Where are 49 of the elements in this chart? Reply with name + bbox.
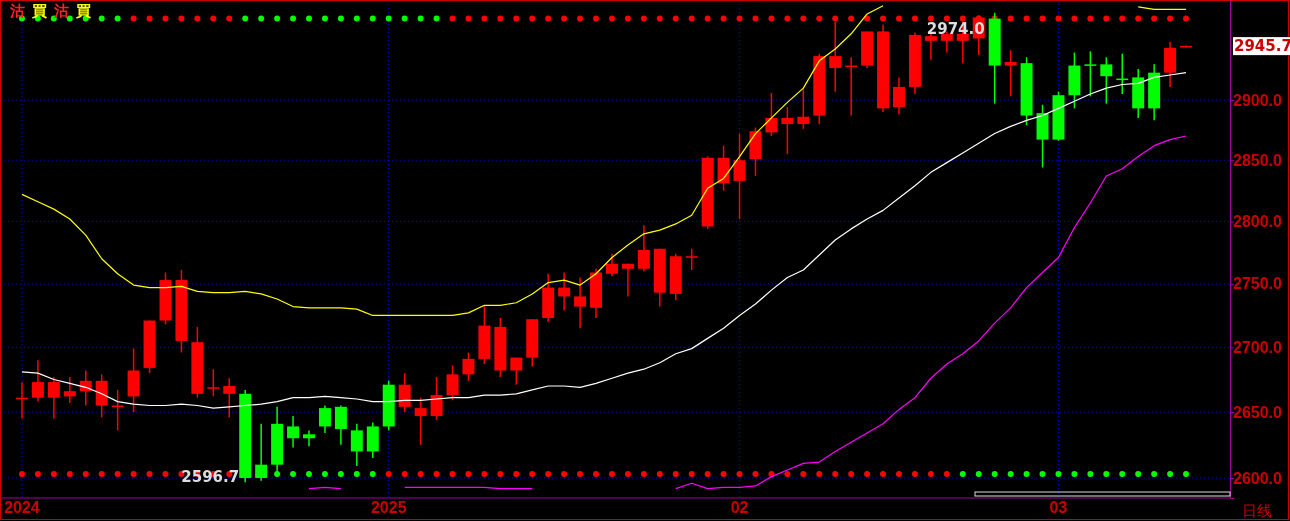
candlestick (685, 248, 698, 271)
candlestick (605, 253, 618, 278)
annotation: 買 (75, 2, 91, 20)
candlestick (31, 359, 44, 403)
candlestick (318, 404, 331, 434)
y-tick-label: 2900.0 (1233, 91, 1283, 109)
x-tick-label: 2025 (370, 499, 407, 516)
candlestick (893, 76, 905, 116)
candlestick (334, 404, 347, 446)
y-tick-label: 2700.0 (1233, 338, 1283, 356)
candlestick (303, 429, 315, 447)
y-tick-label: 2850.0 (1233, 151, 1283, 169)
x-tick-label: 02 (730, 499, 749, 516)
candlestick (765, 92, 778, 137)
candlestick (414, 396, 427, 446)
candlestick (207, 368, 220, 398)
candlestick (350, 423, 363, 467)
y-tick-label: 2750.0 (1233, 275, 1283, 293)
candlestick (621, 263, 634, 298)
candlestick (63, 376, 76, 404)
candlestick (781, 106, 794, 155)
annotation: 買 (31, 2, 47, 20)
candlestick (47, 376, 60, 420)
text: 2945.7 (1234, 37, 1290, 56)
y-tick-label: 2650.0 (1233, 403, 1283, 421)
annotation: 2596.7 (181, 468, 240, 487)
candlestick (430, 376, 443, 421)
x-tick-label: 03 (1049, 499, 1068, 516)
candlestick (637, 224, 650, 273)
candlestick (1084, 50, 1097, 98)
candlestick (558, 271, 571, 312)
annotation: 沽 (9, 2, 25, 20)
annotation: 沽 (53, 2, 69, 20)
candlestick (1100, 56, 1113, 105)
y-tick-label: 2800.0 (1233, 213, 1283, 231)
candlestick (574, 276, 587, 329)
candlestick (797, 87, 810, 130)
candlestick (255, 423, 268, 482)
text: 日线 (1242, 502, 1272, 520)
candlestick (462, 351, 475, 382)
candlestick (446, 364, 459, 402)
candlestick (733, 132, 746, 220)
y-tick-label: 2600.0 (1233, 469, 1283, 487)
candlestick (398, 372, 411, 413)
candlestick (287, 415, 300, 449)
candlestick (223, 377, 236, 419)
candlestick (1004, 49, 1017, 98)
candlestick (510, 356, 523, 386)
x-tick-label: 2024 (4, 499, 40, 516)
